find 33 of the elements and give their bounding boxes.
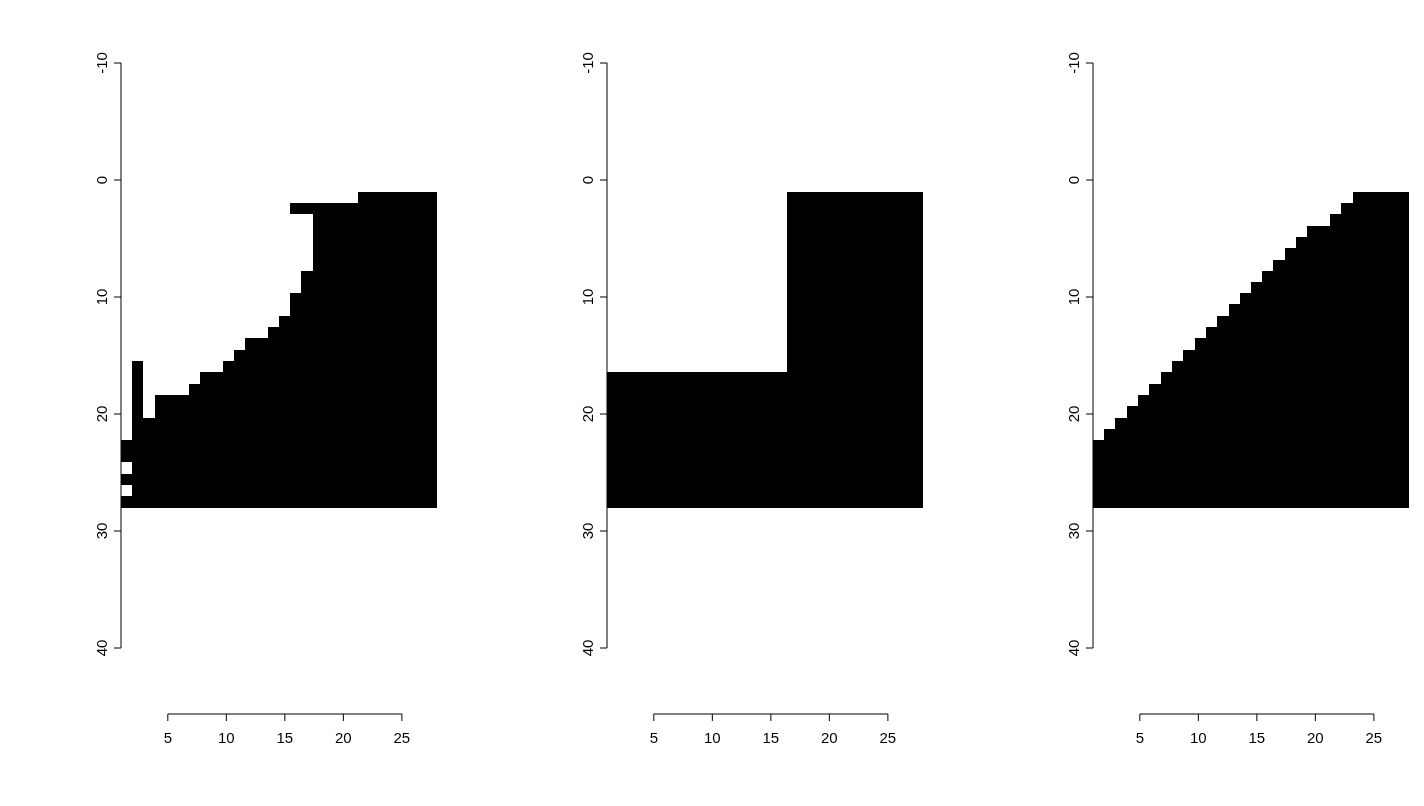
y-tick-label: -10 (93, 52, 110, 74)
y-tick-label: 20 (1065, 405, 1082, 423)
x-tick-label: 20 (335, 729, 352, 746)
x-tick-label: 10 (217, 729, 235, 746)
y-tick-label: 40 (93, 639, 110, 657)
y-tick-label: 30 (1065, 522, 1082, 540)
y-tick-label: 40 (579, 639, 596, 657)
x-tick-label: 5 (649, 729, 658, 746)
y-tick-label: 40 (1065, 639, 1082, 657)
x-tick-label: 25 (1365, 729, 1383, 746)
x-tick-label: 25 (879, 729, 897, 746)
y-tick-label: -10 (579, 52, 596, 74)
x-tick-label: 5 (1135, 729, 1144, 746)
x-tick-label: 20 (1307, 729, 1324, 746)
x-tick-label: 15 (762, 729, 780, 746)
x-tick-label: 10 (1189, 729, 1207, 746)
x-tick-label: 20 (821, 729, 838, 746)
y-tick-label: 0 (579, 175, 596, 185)
y-tick-label: 20 (579, 405, 596, 423)
y-tick-label: 20 (93, 405, 110, 423)
x-tick-label: 25 (393, 729, 411, 746)
y-tick-label: 10 (579, 288, 596, 306)
x-tick-label: 15 (1248, 729, 1266, 746)
x-tick-label: 10 (703, 729, 721, 746)
y-tick-label: 10 (1065, 288, 1082, 306)
y-tick-label: 30 (93, 522, 110, 540)
y-tick-label: 0 (93, 175, 110, 185)
y-tick-label: -10 (1065, 52, 1082, 74)
x-tick-label: 5 (163, 729, 172, 746)
y-tick-label: 10 (93, 288, 110, 306)
y-tick-label: 0 (1065, 175, 1082, 185)
x-tick-label: 15 (276, 729, 294, 746)
y-tick-label: 30 (579, 522, 596, 540)
